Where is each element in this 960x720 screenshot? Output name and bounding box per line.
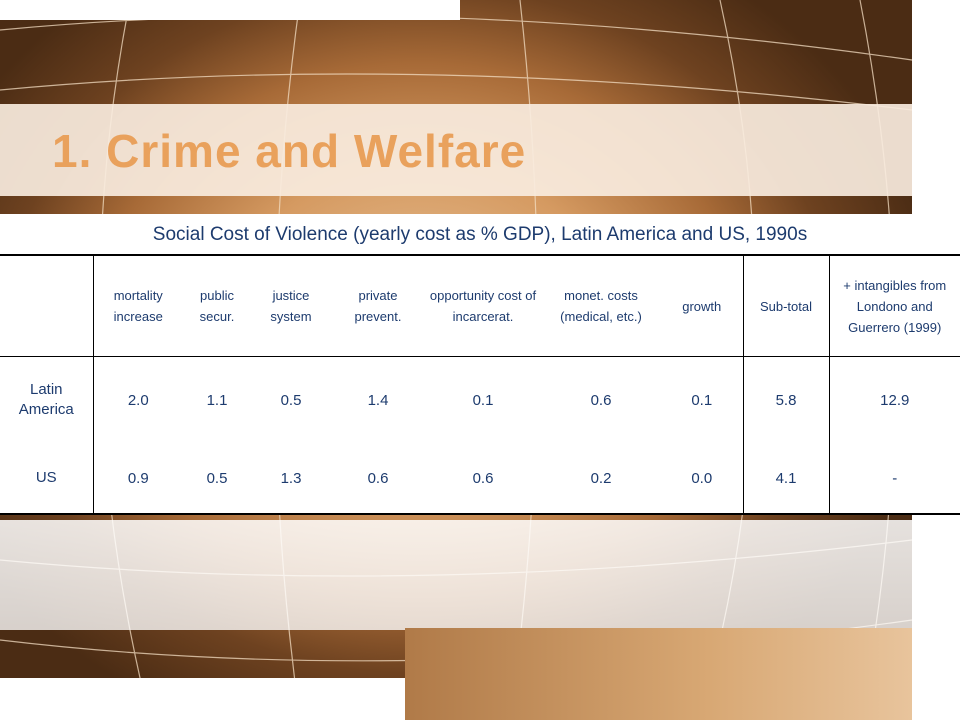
- header-justice: justice system: [251, 254, 331, 357]
- table-cell: 1.3: [251, 443, 331, 515]
- table-cell: 0.5: [280, 391, 302, 409]
- table-row: US 0.9 0.5 1.3 0.6 0.6 0.2 0.0 4.1 -: [0, 443, 960, 515]
- table-row: Latin America 2.0 1.1 0.5 1.4 0.1 0.6 0.…: [0, 356, 960, 443]
- table-cell: -: [829, 443, 960, 515]
- header-intangibles: + intangibles from Londono and Guerrero …: [829, 254, 960, 357]
- table-cell: 0.2: [541, 443, 661, 515]
- slide-title: 1. Crime and Welfare: [52, 125, 527, 177]
- header-public-security: public secur.: [183, 254, 251, 357]
- table-cell: 0.6: [331, 443, 425, 515]
- row-label: US: [0, 443, 94, 515]
- header-opportunity-cost: opportunity cost of incarcerat.: [425, 254, 541, 357]
- row-label: Latin America: [0, 356, 94, 443]
- table-cell: 0.9: [93, 443, 183, 515]
- table-cell: 0.6: [590, 391, 612, 409]
- header-growth: growth: [661, 254, 744, 357]
- table-caption: Social Cost of Violence (yearly cost as …: [152, 224, 808, 245]
- table-cell: 0.5: [183, 443, 251, 515]
- header-subtotal: Sub-total: [743, 254, 830, 357]
- table-cell: 5.8: [743, 356, 830, 443]
- title-band: [0, 104, 912, 196]
- table-cell: 1.1: [206, 391, 228, 409]
- table-cell: 0.1: [472, 391, 494, 409]
- table-cell: 0.6: [425, 443, 541, 515]
- table-cell: 1.4: [367, 391, 389, 409]
- table-cell: 0.0: [661, 443, 744, 515]
- table-cell: 0.1: [661, 356, 744, 443]
- table-header-row: mortality increase public secur. justice…: [0, 254, 960, 357]
- cost-table: mortality increase public secur. justice…: [0, 254, 960, 515]
- background-light-strip: [0, 520, 912, 630]
- background-bottom-band: [405, 628, 912, 720]
- background-bottom-white: [0, 678, 405, 720]
- background-top-white: [0, 0, 460, 20]
- table-cell: 12.9: [880, 391, 910, 409]
- header-monetary-costs: monet. costs (medical, etc.): [541, 254, 661, 357]
- table-cell: 4.1: [743, 443, 830, 515]
- header-mortality: mortality increase: [93, 254, 183, 357]
- table-cell: 2.0: [127, 391, 149, 409]
- header-cell-empty: [0, 254, 94, 357]
- header-private-prevention: private prevent.: [331, 254, 425, 357]
